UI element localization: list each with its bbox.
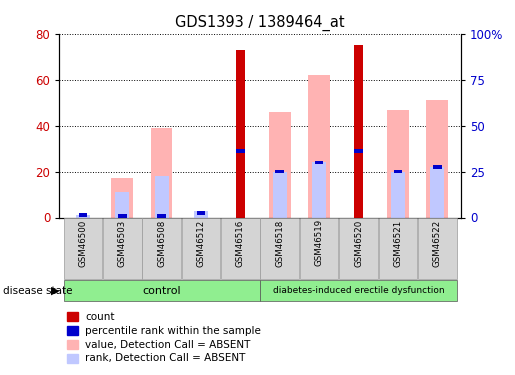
Text: GSM46503: GSM46503 xyxy=(118,219,127,267)
Text: GSM46512: GSM46512 xyxy=(197,219,205,267)
Bar xyxy=(354,45,363,218)
Title: GDS1393 / 1389464_at: GDS1393 / 1389464_at xyxy=(175,15,345,31)
Bar xyxy=(312,162,326,218)
Bar xyxy=(308,75,330,217)
Bar xyxy=(339,217,378,279)
Bar xyxy=(115,192,129,217)
Bar xyxy=(103,217,142,279)
Text: percentile rank within the sample: percentile rank within the sample xyxy=(85,326,261,336)
Text: rank, Detection Call = ABSENT: rank, Detection Call = ABSENT xyxy=(85,354,245,363)
Bar xyxy=(379,217,417,279)
Bar xyxy=(118,214,127,217)
Text: GSM46516: GSM46516 xyxy=(236,219,245,267)
Text: GSM46522: GSM46522 xyxy=(433,219,442,267)
Text: GSM46508: GSM46508 xyxy=(157,219,166,267)
Text: control: control xyxy=(142,286,181,296)
Text: diabetes-induced erectile dysfunction: diabetes-induced erectile dysfunction xyxy=(273,286,444,295)
Text: GSM46520: GSM46520 xyxy=(354,219,363,267)
Text: GSM46519: GSM46519 xyxy=(315,219,323,267)
Bar xyxy=(354,149,363,153)
Bar xyxy=(431,167,444,218)
Text: disease state: disease state xyxy=(3,286,72,296)
Bar xyxy=(273,172,287,217)
Bar xyxy=(387,110,409,218)
Text: ▶: ▶ xyxy=(50,286,59,296)
Bar xyxy=(221,217,260,279)
Bar xyxy=(391,172,405,217)
Text: GSM46518: GSM46518 xyxy=(275,219,284,267)
Bar xyxy=(111,178,133,218)
Text: GSM46521: GSM46521 xyxy=(393,219,402,267)
Bar xyxy=(236,149,245,153)
Bar xyxy=(269,112,290,218)
Bar xyxy=(63,217,102,279)
Text: value, Detection Call = ABSENT: value, Detection Call = ABSENT xyxy=(85,340,250,350)
Bar xyxy=(194,211,208,218)
Bar xyxy=(261,217,299,279)
Bar xyxy=(300,217,338,279)
Bar xyxy=(276,170,284,173)
Bar xyxy=(315,160,323,164)
Bar xyxy=(151,128,173,218)
Bar xyxy=(236,50,245,217)
Bar xyxy=(182,217,220,279)
Bar xyxy=(142,217,181,279)
Bar xyxy=(157,214,166,217)
Text: GSM46500: GSM46500 xyxy=(78,219,88,267)
Bar xyxy=(433,165,442,169)
Bar xyxy=(197,211,205,214)
Bar xyxy=(78,213,87,217)
Text: count: count xyxy=(85,312,114,322)
Bar xyxy=(63,280,260,302)
Bar xyxy=(154,176,168,218)
Bar xyxy=(418,217,457,279)
Bar xyxy=(76,215,90,217)
Bar xyxy=(261,280,457,302)
Bar xyxy=(426,100,448,218)
Bar xyxy=(393,170,402,173)
